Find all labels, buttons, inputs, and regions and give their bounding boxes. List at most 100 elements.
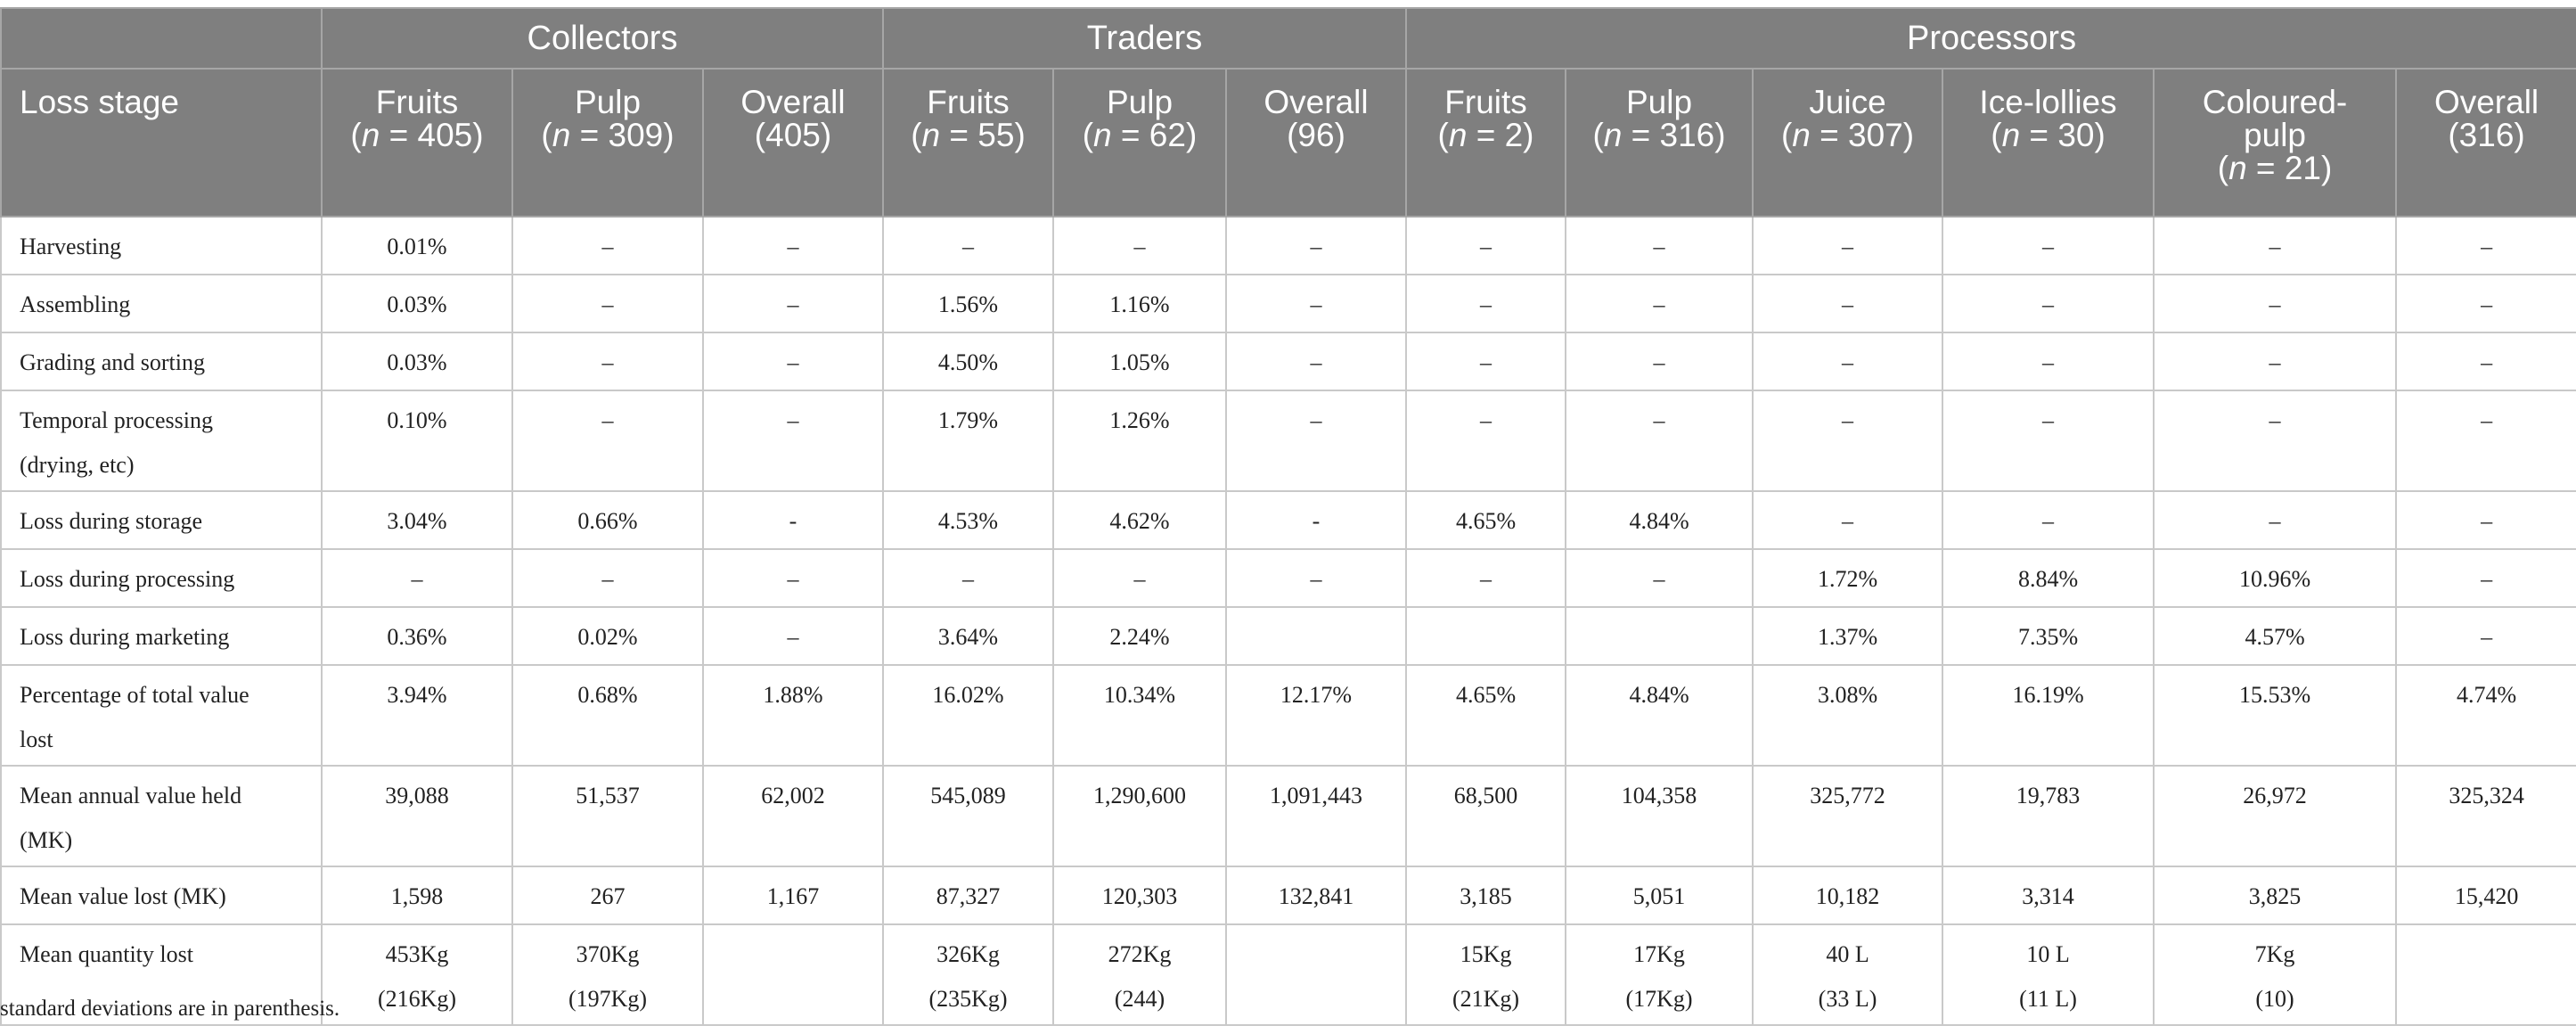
cell-value: 120,303 [1101, 883, 1178, 909]
cell-value: – [2481, 291, 2493, 317]
cell-value: 1,598 [390, 883, 444, 909]
table-cell: – [2395, 548, 2576, 608]
col-header-traders-fruits: Fruits (n = 55) [882, 68, 1054, 217]
cell-value: 15.53% [2238, 682, 2311, 708]
row-label-line: Mean value lost (MK) [20, 883, 226, 909]
table-cell: 5,051 [1565, 866, 1754, 925]
table-cell: – [702, 216, 884, 275]
cell-value: - [789, 508, 797, 534]
cell-std-dev: (197Kg) [568, 986, 648, 1012]
cell-value: – [1310, 291, 1322, 317]
cell-value: – [1310, 234, 1322, 259]
table-cell: 4.74% [2395, 664, 2576, 767]
cell-value: 1.26% [1109, 407, 1170, 433]
cell-value: 4.84% [1629, 508, 1689, 534]
group-processors: Processors [1405, 7, 2576, 70]
table-cell: – [1565, 332, 1754, 391]
cell-value: – [2269, 291, 2281, 317]
table-cell: 1.72% [1752, 548, 1944, 608]
cell-value: 40 L [1826, 941, 1869, 967]
col-n: (316) [2448, 117, 2525, 153]
col-n: (n = 309) [541, 117, 675, 153]
cell-value: – [1653, 566, 1665, 592]
col-header-processors-ice-lollies: Ice-lollies (n = 30) [1942, 68, 2155, 217]
table-cell: – [2395, 390, 2576, 492]
cell-value: 16.19% [2012, 682, 2084, 708]
cell-value: 1,290,600 [1093, 783, 1186, 808]
table-cell: 4.65% [1405, 490, 1567, 550]
col-name: Juice [1809, 84, 1886, 120]
col-n: (405) [754, 117, 832, 153]
cell-value: – [2481, 349, 2493, 375]
table-cell: 545,089 [882, 765, 1054, 867]
table-cell: 4.62% [1052, 490, 1227, 550]
cell-value: 104,358 [1621, 783, 1697, 808]
table-row: Loss during processing – – – – – – – – 1.72% 8.84%… [0, 548, 2576, 608]
table-cell: 68,500 [1405, 765, 1567, 867]
cell-value: – [1653, 349, 1665, 375]
cell-value: – [787, 349, 799, 375]
cell-value: – [2481, 566, 2493, 592]
table-cell: – [2153, 490, 2398, 550]
table-row: Loss during storage 3.04% 0.66% - 4.53% 4.62%… [0, 490, 2576, 550]
table-cell: – [1224, 548, 1408, 608]
table-cell: – [1224, 332, 1408, 391]
table-cell: 3,185 [1405, 866, 1567, 925]
cell-value: – [2269, 508, 2281, 534]
cell-value: 325,772 [1810, 783, 1885, 808]
table-cell [2395, 923, 2576, 1026]
table-row: Harvesting 0.01% – – – – – – – – – – – [0, 216, 2576, 275]
table-row: Grading and sorting 0.03% – – 4.50% 1.05% – – – –… [0, 332, 2576, 391]
table-cell: 19,783 [1942, 765, 2155, 867]
cell-value: – [962, 566, 974, 592]
table-cell: 4.53% [882, 490, 1054, 550]
table-cell: – [702, 548, 884, 608]
table-cell: 0.10% [321, 390, 513, 492]
cell-value: 3.94% [387, 682, 447, 708]
table-cell [1224, 923, 1408, 1026]
cell-value: 4.84% [1629, 682, 1689, 708]
table-cell: 453Kg (216Kg) [321, 923, 513, 1026]
cell-value: 10.96% [2238, 566, 2311, 592]
col-header-traders-pulp: Pulp (n = 62) [1052, 68, 1227, 217]
table-cell: – [1942, 216, 2155, 275]
cell-value: 453Kg [385, 941, 449, 967]
row-label: Loss during marketing [0, 606, 323, 666]
col-n: (n = 405) [350, 117, 484, 153]
cell-value: – [787, 407, 799, 433]
cell-value: – [787, 291, 799, 317]
cell-value: – [601, 407, 614, 433]
cell-value: 0.66% [577, 508, 638, 534]
table-cell: 8.84% [1942, 548, 2155, 608]
cell-value: – [1133, 234, 1146, 259]
table-cell: – [1942, 490, 2155, 550]
cell-value: – [1480, 566, 1492, 592]
cell-value: 0.03% [387, 349, 447, 375]
cell-value: – [787, 624, 799, 650]
table-cell: 1.88% [702, 664, 884, 767]
loss-table: Collectors Traders Processors Loss stage… [0, 7, 2576, 1026]
empty-corner-cell [0, 7, 323, 70]
cell-value: 1.37% [1817, 624, 1878, 650]
table-cell: 0.03% [321, 274, 513, 333]
table-cell: – [702, 606, 884, 666]
cell-value: 370Kg [576, 941, 640, 967]
cell-value: 4.50% [937, 349, 999, 375]
cell-value: 39,088 [385, 783, 449, 808]
cell-value: 5,051 [1632, 883, 1686, 909]
cell-value: – [2269, 234, 2281, 259]
cell-std-dev: (21Kg) [1452, 986, 1520, 1012]
cell-value: 7Kg [2254, 941, 2295, 967]
table-cell: 3.04% [321, 490, 513, 550]
col-name: Pulp [574, 84, 642, 120]
table-body: Harvesting 0.01% – – – – – – – – – – – Assembling 0.03… [0, 216, 2576, 1026]
table-cell: 1.26% [1052, 390, 1227, 492]
table-cell: 12.17% [1224, 664, 1408, 767]
col-name: Ice-lollies [1979, 84, 2117, 120]
row-label-line: Assembling [20, 291, 131, 317]
col-name: Pulp [1106, 84, 1174, 120]
table-row: Percentage of total value lost 3.94% 0.68% 1… [0, 664, 2576, 767]
row-label-line: (MK) [20, 827, 73, 853]
table-cell: 0.66% [511, 490, 704, 550]
cell-value: – [601, 234, 614, 259]
